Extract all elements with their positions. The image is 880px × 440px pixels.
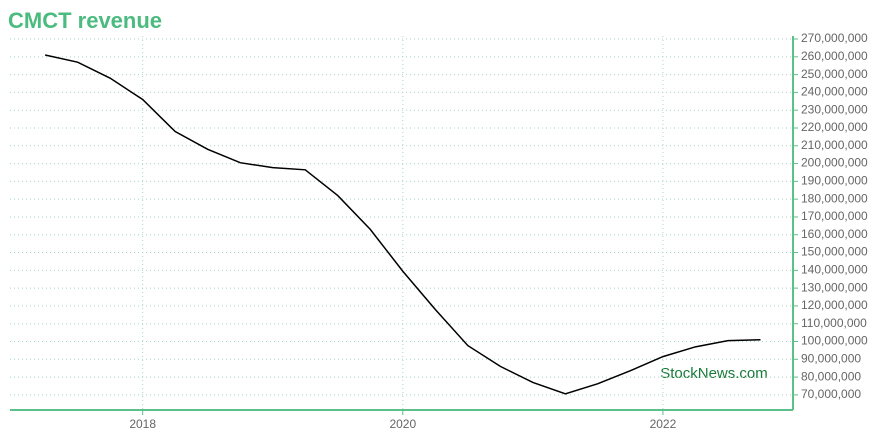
watermark: StockNews.com xyxy=(660,365,768,382)
y-tick-label: 70,000,000 xyxy=(801,387,861,401)
chart-title: CMCT revenue xyxy=(8,8,162,33)
y-tick-label: 130,000,000 xyxy=(801,280,868,294)
y-tick-label: 180,000,000 xyxy=(801,191,868,205)
y-tick-label: 230,000,000 xyxy=(801,102,868,116)
y-tick-label: 260,000,000 xyxy=(801,49,868,63)
y-tick-label: 240,000,000 xyxy=(801,85,868,99)
y-tick-label: 150,000,000 xyxy=(801,245,868,259)
y-tick-label: 100,000,000 xyxy=(801,334,868,348)
y-tick-label: 140,000,000 xyxy=(801,263,868,277)
y-tick-label: 200,000,000 xyxy=(801,156,868,170)
x-tick-label: 2020 xyxy=(389,417,416,431)
y-tick-label: 220,000,000 xyxy=(801,120,868,134)
y-tick-label: 170,000,000 xyxy=(801,209,868,223)
y-tick-label: 250,000,000 xyxy=(801,67,868,81)
y-tick-label: 90,000,000 xyxy=(801,351,861,365)
y-tick-label: 80,000,000 xyxy=(801,369,861,383)
x-tick-label: 2018 xyxy=(129,417,156,431)
y-tick-label: 270,000,000 xyxy=(801,31,868,45)
y-tick-label: 160,000,000 xyxy=(801,227,868,241)
y-tick-label: 110,000,000 xyxy=(801,316,867,330)
y-tick-label: 190,000,000 xyxy=(801,174,868,188)
line xyxy=(44,54,761,395)
y-tick-label: 210,000,000 xyxy=(801,138,868,152)
y-tick-label: 120,000,000 xyxy=(801,298,868,312)
x-tick-label: 2022 xyxy=(650,417,677,431)
